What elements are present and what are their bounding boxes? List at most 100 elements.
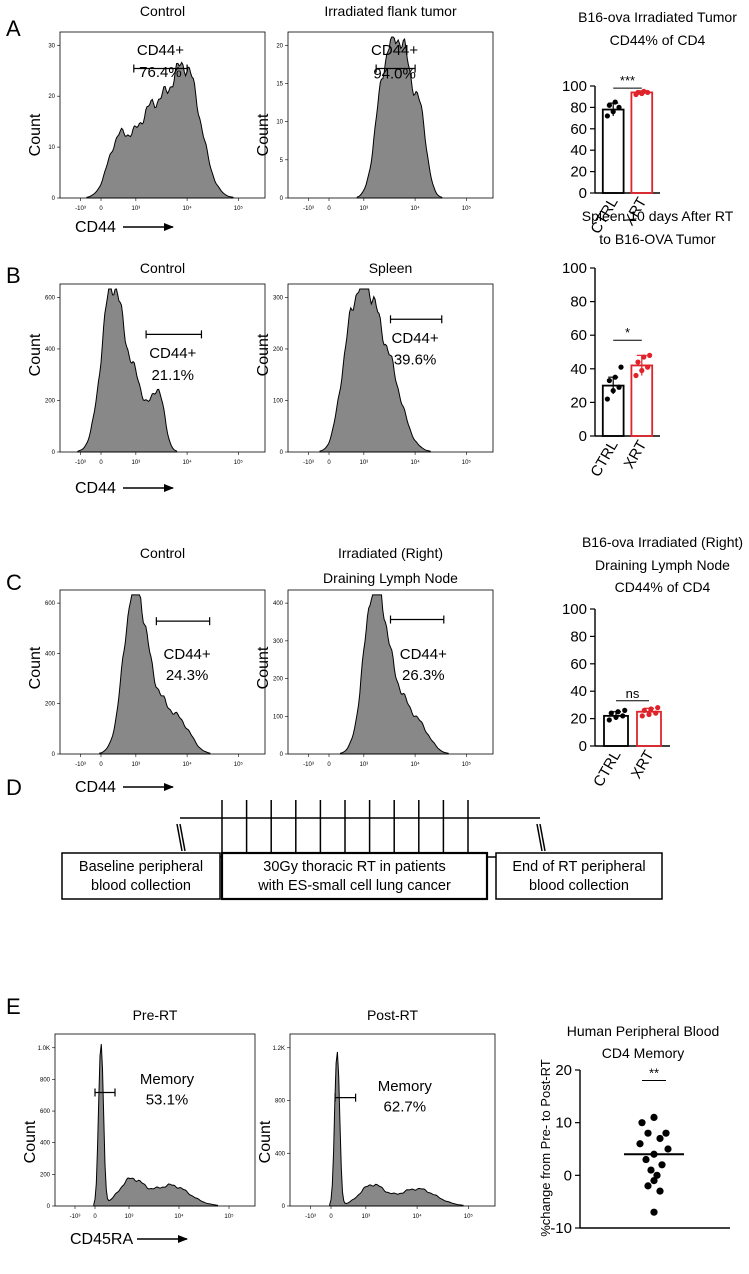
data-point bbox=[639, 713, 645, 719]
chart-title: B16-ova Irradiated (Right) bbox=[582, 534, 743, 550]
y-tick-label: 100 bbox=[273, 714, 284, 720]
gate-label: CD44+ bbox=[400, 646, 447, 663]
data-point bbox=[606, 717, 612, 723]
y-axis-label: Count bbox=[22, 1120, 39, 1163]
timeline-box-text: 30Gy thoracic RT in patients bbox=[263, 859, 445, 875]
y-tick-label: 100 bbox=[562, 260, 587, 277]
x-tick-label: -10³ bbox=[303, 762, 314, 768]
x-tick-label: 0 bbox=[329, 1214, 333, 1220]
chart-title: Draining Lymph Node bbox=[595, 557, 730, 573]
x-tick-label: 0 bbox=[99, 460, 103, 466]
y-tick-label: 1.0K bbox=[38, 1046, 50, 1052]
y-tick-label: 1.2K bbox=[273, 1046, 285, 1052]
y-tick-label: 0 bbox=[579, 738, 587, 755]
y-tick-label: 400 bbox=[45, 347, 56, 353]
histogram-curve bbox=[77, 288, 178, 453]
y-tick-label: 10 bbox=[276, 120, 283, 126]
gate-percentage: 21.1% bbox=[151, 367, 194, 384]
bar-chart-c-lymph-node: B16-ova Irradiated (Right) Draining Lymph… bbox=[562, 534, 743, 790]
panel-letter-a: A bbox=[6, 16, 21, 41]
y-tick-label: 0 bbox=[52, 450, 56, 456]
x-tick-label: 0 bbox=[327, 460, 331, 466]
data-point bbox=[650, 1177, 658, 1185]
x-tick-label: 10⁴ bbox=[410, 761, 420, 768]
chart-title: CD44% of CD4 bbox=[615, 579, 711, 595]
histogram-title: Pre-RT bbox=[133, 1007, 178, 1023]
y-tick-label: 0 bbox=[579, 428, 587, 445]
chart-title: CD44% of CD4 bbox=[610, 32, 706, 48]
timeline-break bbox=[176, 823, 183, 852]
data-point bbox=[633, 372, 639, 379]
y-tick-label: 10 bbox=[48, 145, 55, 151]
histogram-a-irradiated-flank-tumor: Irradiated flank tumor 0 5 10 15 20 -10³ 0 10³ 10… bbox=[255, 3, 494, 212]
data-point bbox=[620, 713, 626, 719]
y-tick-label: 200 bbox=[40, 1172, 51, 1178]
panel-letter-d: D bbox=[6, 775, 22, 800]
data-point bbox=[646, 711, 652, 718]
timeline-box bbox=[220, 851, 489, 901]
y-tick-label: 100 bbox=[562, 78, 587, 95]
data-point bbox=[664, 1145, 672, 1153]
x-axis-label: CD45RA bbox=[70, 1231, 133, 1248]
gate-label: Memory bbox=[140, 1071, 195, 1088]
data-point bbox=[656, 1134, 664, 1143]
data-point bbox=[606, 377, 612, 384]
histogram-b-spleen: Spleen 0 100 200 300 -10³ 0 10³ 10⁴ 10⁵ CD44+ 39.6%… bbox=[255, 260, 494, 466]
data-point bbox=[612, 374, 618, 380]
y-tick-label: 60 bbox=[570, 656, 587, 673]
x-tick-label: -10³ bbox=[75, 460, 86, 466]
y-tick-label: 200 bbox=[273, 677, 284, 683]
y-tick-label: 10 bbox=[555, 1115, 572, 1132]
y-tick-label: 30 bbox=[48, 43, 55, 49]
panel-letter-b: B bbox=[6, 263, 21, 288]
histogram-c-control: Control 0 200 400 600 -10³ 0 10³ 10⁴ 10⁵ CD44+ 24.3… bbox=[27, 545, 266, 796]
y-tick-label: 600 bbox=[45, 295, 56, 301]
bar-chart-a-tumor: B16-ova Irradiated Tumor CD44% of CD4 0 20 4… bbox=[562, 9, 737, 237]
histogram-title: Irradiated flank tumor bbox=[324, 3, 457, 19]
data-point bbox=[647, 352, 653, 358]
x-tick-label: 0 bbox=[327, 206, 331, 212]
y-tick-label: 20 bbox=[570, 711, 587, 728]
x-tick-label: 10⁵ bbox=[234, 761, 244, 768]
histogram-curve bbox=[86, 61, 234, 199]
y-axis-label: Count bbox=[257, 1120, 274, 1163]
data-point bbox=[650, 1113, 658, 1121]
chart-title: B16-ova Irradiated Tumor bbox=[578, 9, 737, 25]
y-tick-label: 400 bbox=[275, 1151, 286, 1157]
x-tick-label: 10³ bbox=[132, 460, 141, 466]
x-tick-label: -10³ bbox=[75, 762, 86, 768]
histogram-e-post-rt: Post-RT 0 400 800 1.2K -10³ 0 10³ 10⁴ 10⁵ Memory 62… bbox=[257, 1007, 496, 1220]
data-point bbox=[604, 113, 610, 119]
y-tick-label: 80 bbox=[570, 99, 587, 116]
gate-label: CD44+ bbox=[392, 330, 439, 347]
panel-letter-e: E bbox=[6, 994, 21, 1019]
timeline-break bbox=[536, 823, 543, 852]
chart-title: Spleen 10 days After RT bbox=[582, 208, 734, 224]
y-axis-label: %change from Pre- to Post-RT bbox=[538, 1059, 553, 1237]
data-point bbox=[644, 1182, 652, 1190]
scatter-chart-e-memory: Human Peripheral Blood CD4 Memory -10 0 10 20… bbox=[538, 1023, 730, 1237]
x-tick-label: 10³ bbox=[125, 1214, 134, 1220]
y-tick-label: 400 bbox=[273, 601, 284, 607]
y-tick-label: 15 bbox=[276, 81, 283, 87]
x-tick-label: 10⁵ bbox=[462, 459, 472, 466]
gate-percentage: 24.3% bbox=[166, 667, 209, 684]
data-point bbox=[656, 1187, 664, 1195]
gate-label: Memory bbox=[378, 1078, 433, 1095]
data-point bbox=[641, 707, 647, 713]
y-tick-label: 300 bbox=[273, 295, 284, 301]
bar bbox=[630, 91, 654, 194]
x-tick-label: 10⁴ bbox=[174, 1213, 184, 1220]
data-point bbox=[638, 1119, 646, 1127]
y-tick-label: 0 bbox=[579, 185, 587, 202]
y-axis-label: Count bbox=[255, 333, 272, 376]
y-tick-label: 0 bbox=[280, 752, 284, 758]
timeline-box-text: Baseline peripheral bbox=[79, 859, 203, 875]
histogram-curve bbox=[99, 594, 211, 755]
histogram-curve bbox=[319, 288, 431, 453]
y-tick-label: 100 bbox=[562, 601, 587, 618]
data-point bbox=[615, 709, 621, 715]
x-tick-label: 10⁵ bbox=[462, 205, 472, 212]
y-tick-label: -10 bbox=[550, 1220, 572, 1237]
x-tick-label: 10³ bbox=[362, 1214, 371, 1220]
